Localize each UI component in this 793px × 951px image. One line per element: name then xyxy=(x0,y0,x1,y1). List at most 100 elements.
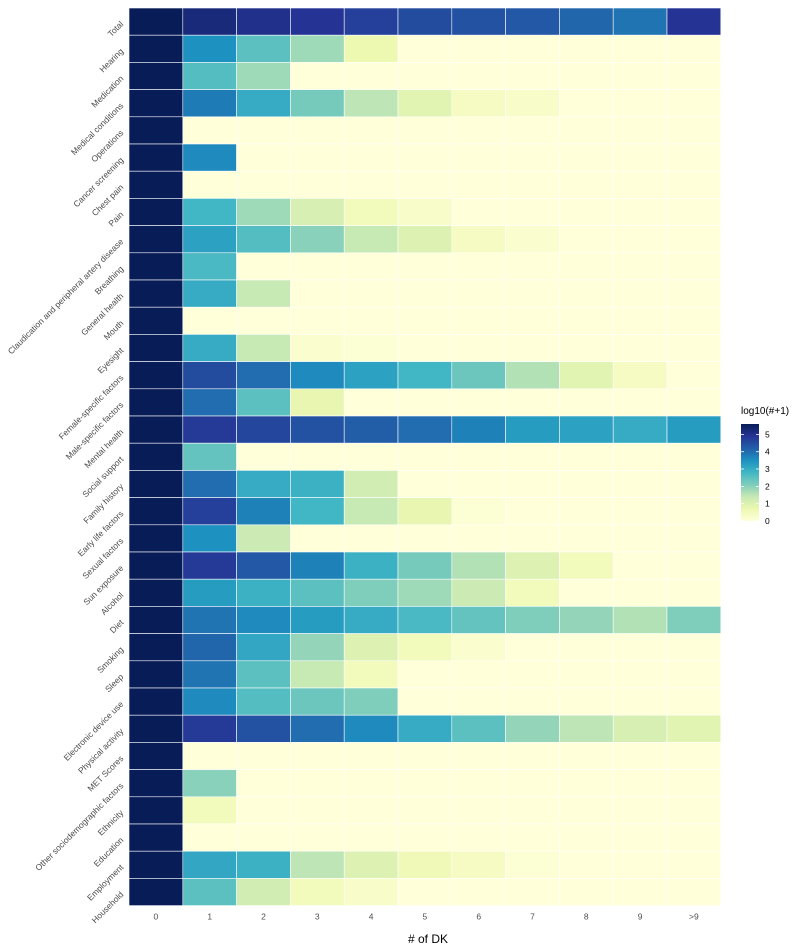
heatmap-cell xyxy=(343,306,399,335)
heatmap-cell xyxy=(612,497,668,526)
heatmap-cell xyxy=(666,415,722,444)
heatmap-cell xyxy=(397,170,453,199)
heatmap-cell xyxy=(182,742,237,770)
heatmap-cell xyxy=(505,714,560,743)
heatmap-cell xyxy=(397,415,453,444)
legend-color-bar xyxy=(741,424,759,521)
color-legend: log10(#+1) 5 4 3 2 1 0 xyxy=(741,406,789,526)
heatmap-cells xyxy=(128,7,722,906)
heatmap-cell xyxy=(397,34,453,63)
heatmap-cell xyxy=(343,388,399,417)
heatmap-cell xyxy=(559,633,614,662)
heatmap-cell xyxy=(505,524,560,553)
heatmap-cell xyxy=(559,279,614,308)
heatmap-cell xyxy=(505,361,560,390)
heatmap-cell xyxy=(397,89,453,118)
x-tick-label: 7 xyxy=(530,912,535,922)
heatmap-cell xyxy=(505,850,560,879)
heatmap-cell xyxy=(559,62,614,90)
heatmap-cell xyxy=(666,878,722,906)
heatmap-cell xyxy=(290,279,345,308)
x-axis-title: # of DK xyxy=(408,932,448,946)
heatmap-cell xyxy=(236,306,291,335)
heatmap-cell xyxy=(559,578,614,607)
heatmap-cell xyxy=(451,551,506,580)
heatmap-cell xyxy=(236,850,291,879)
heatmap-cell xyxy=(397,470,453,498)
heatmap-cell xyxy=(451,62,506,90)
heatmap-cell xyxy=(290,823,345,852)
x-tick-label: >9 xyxy=(689,912,699,922)
y-tick-label: Total xyxy=(106,19,126,39)
heatmap-cell xyxy=(397,306,453,335)
heatmap-cell xyxy=(128,279,184,308)
heatmap-cell xyxy=(666,62,722,90)
heatmap-cell xyxy=(343,633,399,662)
heatmap-cell xyxy=(290,524,345,553)
heatmap-cell xyxy=(182,388,237,417)
heatmap-cell xyxy=(128,62,184,90)
heatmap-cell xyxy=(290,170,345,199)
heatmap-cell xyxy=(343,742,399,770)
heatmap-cell xyxy=(128,606,184,634)
heatmap-cell xyxy=(612,442,668,471)
heatmap-cell xyxy=(128,34,184,63)
y-tick-label: Smoking xyxy=(95,644,126,675)
heatmap-cell xyxy=(236,7,291,36)
heatmap-cell xyxy=(505,143,560,172)
heatmap-cell xyxy=(343,769,399,798)
heatmap-cell xyxy=(559,551,614,580)
heatmap-cell xyxy=(612,742,668,770)
heatmap-cell xyxy=(451,334,506,362)
heatmap-cell xyxy=(451,306,506,335)
heatmap-cell xyxy=(343,660,399,689)
heatmap-cell xyxy=(397,524,453,553)
heatmap-cell xyxy=(236,143,291,172)
heatmap-cell xyxy=(559,306,614,335)
legend-tick-label: 1 xyxy=(765,499,770,509)
heatmap-cell xyxy=(451,687,506,716)
heatmap-cell xyxy=(290,878,345,906)
heatmap-cell xyxy=(343,687,399,716)
heatmap-cell xyxy=(290,714,345,743)
heatmap-cell xyxy=(128,415,184,444)
heatmap-cell xyxy=(128,7,184,36)
heatmap-cell xyxy=(612,7,668,36)
heatmap-cell xyxy=(451,524,506,553)
heatmap-cell xyxy=(666,306,722,335)
heatmap-cell xyxy=(128,551,184,580)
heatmap-cell xyxy=(505,742,560,770)
x-axis-labels: 0 1 2 3 4 5 6 7 8 9 >9 xyxy=(154,912,699,922)
heatmap-cell xyxy=(505,334,560,362)
heatmap-cell xyxy=(612,306,668,335)
heatmap-cell xyxy=(666,660,722,689)
heatmap-cell xyxy=(182,415,237,444)
heatmap-cell xyxy=(236,578,291,607)
heatmap-cell xyxy=(559,660,614,689)
legend-tick-label: 3 xyxy=(765,464,770,474)
heatmap-cell xyxy=(666,578,722,607)
heatmap-cell xyxy=(666,850,722,879)
heatmap-cell xyxy=(612,796,668,825)
heatmap-cell xyxy=(128,769,184,798)
heatmap-cell xyxy=(505,34,560,63)
heatmap-cell xyxy=(128,524,184,553)
heatmap-cell xyxy=(451,850,506,879)
heatmap-cell xyxy=(559,225,614,254)
x-tick-label: 0 xyxy=(154,912,159,922)
heatmap-cell xyxy=(559,89,614,118)
heatmap-cell xyxy=(182,823,237,852)
heatmap-cell xyxy=(128,742,184,770)
heatmap-cell xyxy=(612,850,668,879)
legend-tick-label: 5 xyxy=(765,429,770,439)
heatmap-cell xyxy=(128,470,184,498)
heatmap-cell xyxy=(505,89,560,118)
heatmap-cell xyxy=(236,62,291,90)
heatmap-cell xyxy=(290,34,345,63)
heatmap-cell xyxy=(451,796,506,825)
heatmap-cell xyxy=(666,714,722,743)
heatmap-cell xyxy=(182,850,237,879)
heatmap-cell xyxy=(666,769,722,798)
heatmap-cell xyxy=(290,361,345,390)
